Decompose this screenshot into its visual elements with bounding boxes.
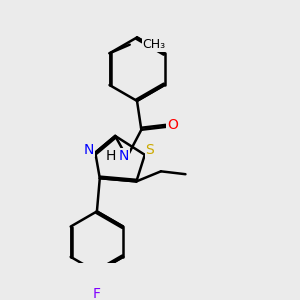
Text: O: O (167, 118, 178, 132)
Text: N: N (119, 149, 129, 163)
Text: CH₃: CH₃ (143, 38, 166, 51)
Text: N: N (84, 143, 94, 157)
Text: F: F (93, 287, 101, 300)
Text: H: H (106, 149, 116, 163)
Text: S: S (146, 143, 154, 158)
